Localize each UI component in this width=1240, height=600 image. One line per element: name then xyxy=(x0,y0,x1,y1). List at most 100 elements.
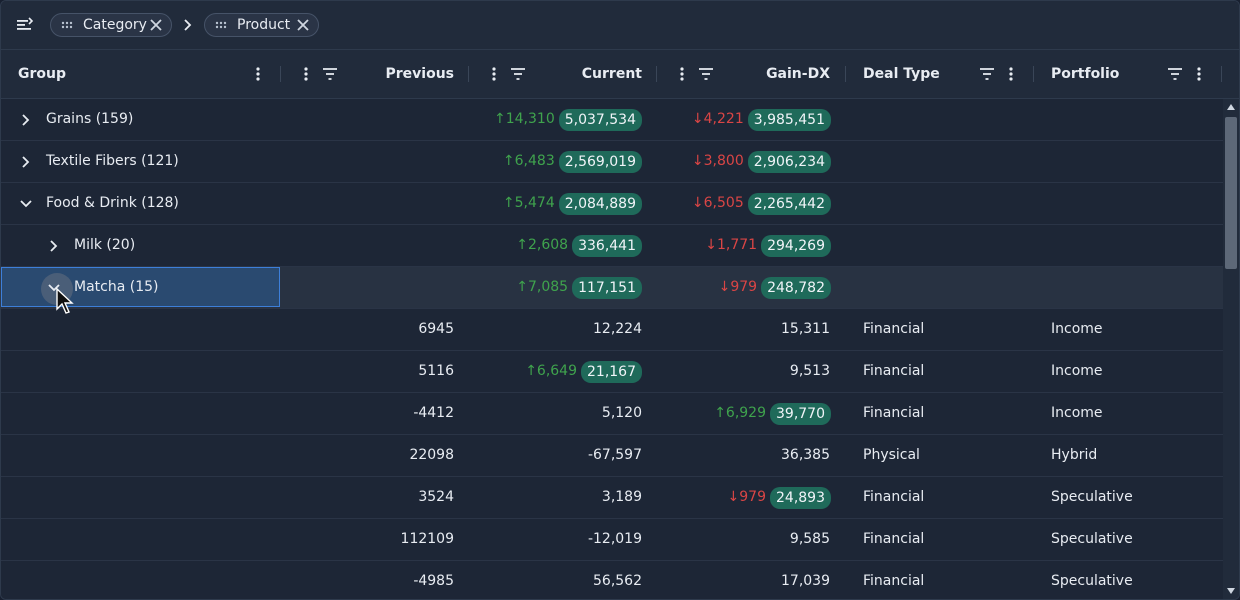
column-header-previous[interactable]: Previous xyxy=(385,66,454,82)
group-panel-icon[interactable] xyxy=(15,15,35,35)
portfolio-cell: Speculative xyxy=(1051,573,1133,589)
drag-handle-icon[interactable] xyxy=(215,21,227,29)
column-resize-handle[interactable] xyxy=(1033,66,1034,82)
column-header-group[interactable]: Group xyxy=(18,66,67,82)
gain-cell: ↓1,771 294,269 xyxy=(659,225,831,266)
gain-cell: ↓6,505 2,265,442 xyxy=(659,183,831,224)
data-row[interactable]: 112109 -12,019 9,585 Financial Speculati… xyxy=(1,519,1223,561)
deal-type-cell: Financial xyxy=(863,363,925,379)
change-down: ↓3,800 xyxy=(691,153,744,169)
group-label: Matcha (15) xyxy=(74,279,159,295)
column-resize-handle[interactable] xyxy=(280,66,281,82)
group-chip-category[interactable]: Category xyxy=(50,13,172,37)
group-row[interactable]: Textile Fibers (121) ↑6,483 2,569,019 ↓3,… xyxy=(1,141,1223,183)
column-header-row: Group Previous Current Gain-DX Deal Type… xyxy=(1,50,1239,99)
data-row[interactable]: 3524 3,189 ↓979 24,893 Financial Speculat… xyxy=(1,477,1223,519)
portfolio-cell: Hybrid xyxy=(1051,447,1098,463)
row-group-panel: Category Product xyxy=(1,1,1239,50)
column-resize-handle[interactable] xyxy=(845,66,846,82)
column-menu-icon[interactable] xyxy=(250,66,266,82)
filter-icon[interactable] xyxy=(979,66,995,82)
value-pill: 24,893 xyxy=(770,486,831,509)
current-cell: 56,562 xyxy=(593,573,642,589)
portfolio-cell: Speculative xyxy=(1051,531,1133,547)
chevron-right-icon[interactable] xyxy=(19,155,33,169)
change-up: ↑6,649 xyxy=(525,363,577,379)
group-chip-product[interactable]: Product xyxy=(204,13,319,37)
change-up: ↑14,310 xyxy=(494,111,555,127)
current-cell: 5,120 xyxy=(601,405,642,421)
value-pill: 21,167 xyxy=(581,360,642,383)
vertical-scrollbar[interactable] xyxy=(1223,99,1239,599)
column-resize-handle[interactable] xyxy=(656,66,657,82)
change-down: ↓979 xyxy=(718,279,758,295)
scrollbar-thumb[interactable] xyxy=(1225,117,1237,269)
group-row[interactable]: Milk (20) ↑2,608 336,441 ↓1,771 294,269 xyxy=(1,225,1223,267)
data-row[interactable]: 5116 ↑6,649 21,167 9,513 Financial Income xyxy=(1,351,1223,393)
column-menu-icon[interactable] xyxy=(298,66,314,82)
gain-cell: 15,311 xyxy=(781,321,830,337)
value-pill: 336,441 xyxy=(572,234,642,257)
drag-handle-icon[interactable] xyxy=(61,21,73,29)
gain-cell: ↓3,800 2,906,234 xyxy=(659,141,831,182)
current-cell: ↑2,608 336,441 xyxy=(471,225,642,266)
group-row[interactable]: Food & Drink (128) ↑5,474 2,084,889 ↓6,50… xyxy=(1,183,1223,225)
group-row-selected[interactable]: Matcha (15) ↑7,085 117,151 ↓979 248,782 xyxy=(1,267,1223,309)
column-header-deal-type[interactable]: Deal Type xyxy=(863,66,940,82)
change-down: ↓979 xyxy=(727,489,766,505)
scroll-up-icon[interactable] xyxy=(1227,104,1235,110)
deal-type-cell: Financial xyxy=(863,531,925,547)
change-down: ↓1,771 xyxy=(705,237,758,253)
chevron-right-icon[interactable] xyxy=(47,239,61,253)
change-up: ↑2,608 xyxy=(516,237,569,253)
column-resize-handle[interactable] xyxy=(1221,66,1222,82)
gain-cell: ↓979 248,782 xyxy=(659,267,831,308)
group-label: Grains (159) xyxy=(46,111,134,127)
chevron-right-icon[interactable] xyxy=(19,113,33,127)
close-icon[interactable] xyxy=(297,19,309,31)
current-cell: 3,189 xyxy=(601,489,642,505)
column-menu-icon[interactable] xyxy=(1003,66,1019,82)
group-label: Milk (20) xyxy=(74,237,136,253)
column-header-current[interactable]: Current xyxy=(581,66,642,82)
filter-icon[interactable] xyxy=(322,66,338,82)
column-header-portfolio[interactable]: Portfolio xyxy=(1051,66,1120,82)
current-cell: ↑6,483 2,569,019 xyxy=(471,141,642,182)
current-cell: ↑14,310 5,037,534 xyxy=(471,99,642,140)
group-row[interactable]: Grains (159) ↑14,310 5,037,534 ↓4,221 3,98… xyxy=(1,99,1223,141)
previous-cell: 3524 xyxy=(418,489,454,505)
filter-icon[interactable] xyxy=(1167,66,1183,82)
previous-cell: 22098 xyxy=(409,447,454,463)
value-pill: 5,037,534 xyxy=(558,108,642,131)
chevron-down-icon[interactable] xyxy=(47,281,61,295)
gain-cell: 9,513 xyxy=(789,363,830,379)
group-chip-label: Category xyxy=(83,17,147,33)
value-pill: 2,569,019 xyxy=(558,150,642,173)
column-header-gain-dx[interactable]: Gain-DX xyxy=(766,66,830,82)
gain-cell: 36,385 xyxy=(781,447,830,463)
gain-cell: ↓4,221 3,985,451 xyxy=(659,99,831,140)
data-row[interactable]: 22098 -67,597 36,385 Physical Hybrid xyxy=(1,435,1223,477)
data-row[interactable]: -4412 5,120 ↑6,929 39,770 Financial Incom… xyxy=(1,393,1223,435)
column-menu-icon[interactable] xyxy=(1191,66,1207,82)
column-menu-icon[interactable] xyxy=(486,66,502,82)
portfolio-cell: Income xyxy=(1051,321,1103,337)
data-row[interactable]: -4985 56,562 17,039 Financial Speculativ… xyxy=(1,561,1223,599)
chevron-down-icon[interactable] xyxy=(19,197,33,211)
close-icon[interactable] xyxy=(150,19,162,31)
current-cell: -12,019 xyxy=(587,531,642,547)
previous-cell: -4412 xyxy=(413,405,454,421)
deal-type-cell: Financial xyxy=(863,405,925,421)
column-resize-handle[interactable] xyxy=(468,66,469,82)
portfolio-cell: Income xyxy=(1051,363,1103,379)
column-menu-icon[interactable] xyxy=(674,66,690,82)
filter-icon[interactable] xyxy=(698,66,714,82)
group-label: Food & Drink (128) xyxy=(46,195,179,211)
filter-icon[interactable] xyxy=(510,66,526,82)
group-chip-label: Product xyxy=(237,17,291,33)
deal-type-cell: Financial xyxy=(863,489,925,505)
scroll-down-icon[interactable] xyxy=(1227,588,1235,594)
portfolio-cell: Income xyxy=(1051,405,1103,421)
data-row[interactable]: 6945 12,224 15,311 Financial Income xyxy=(1,309,1223,351)
